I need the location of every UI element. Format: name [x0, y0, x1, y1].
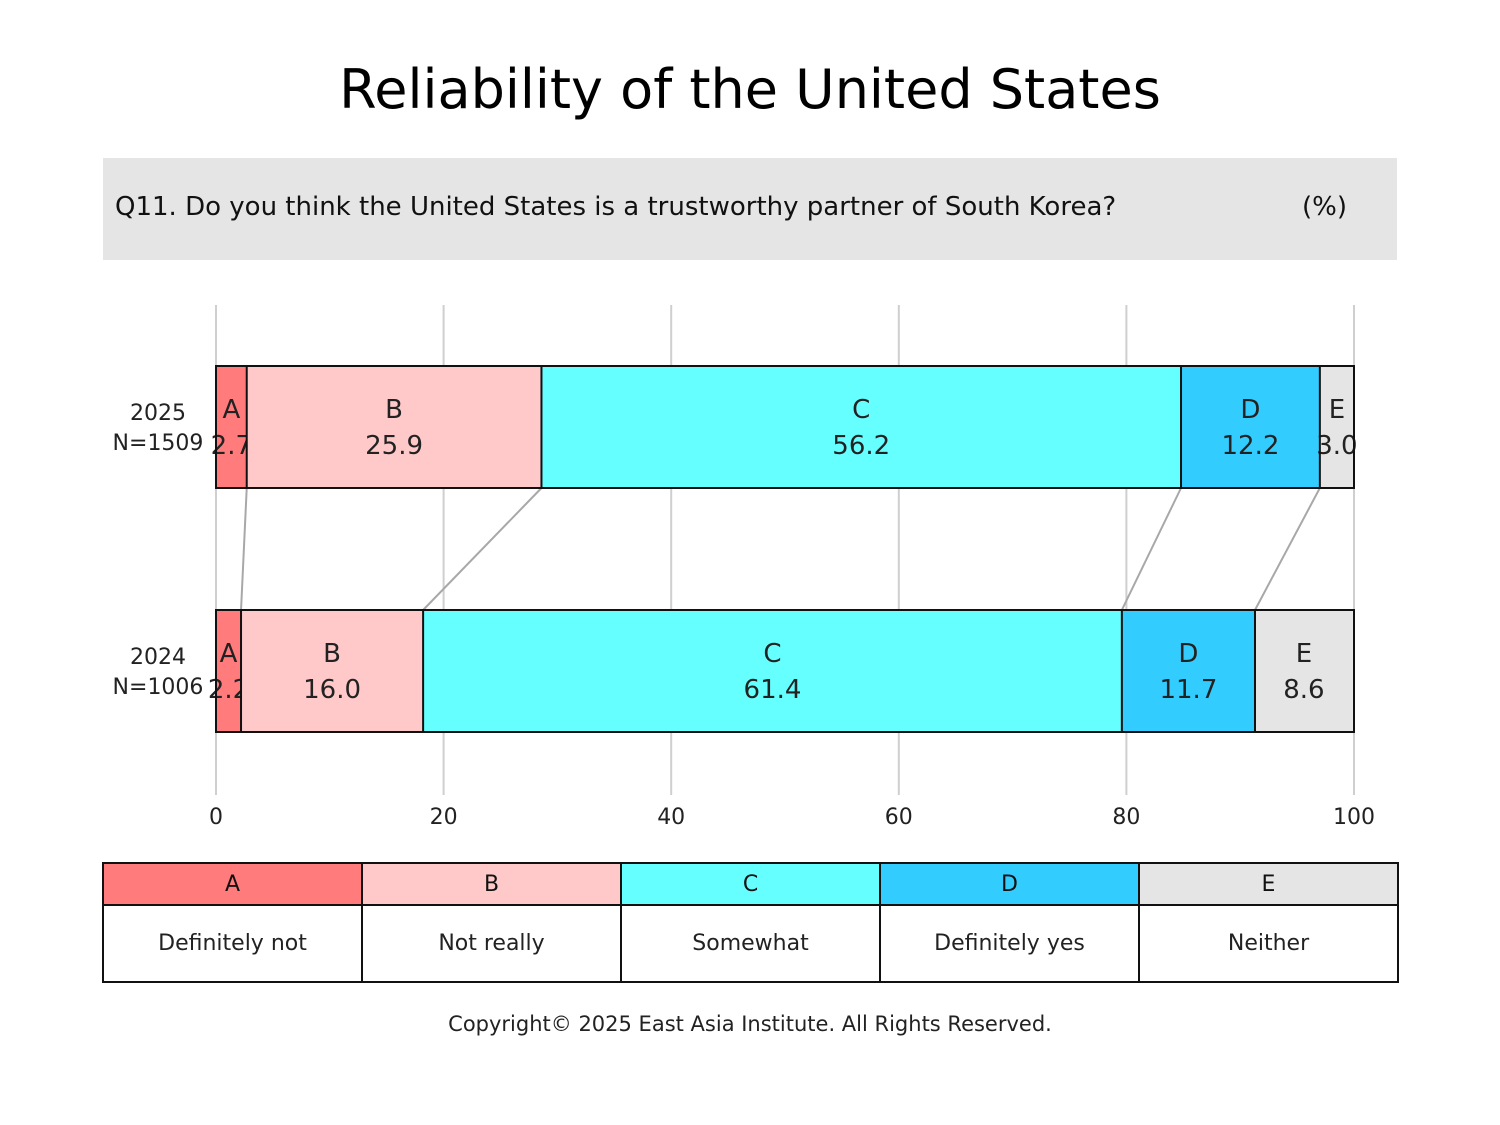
bar-segment-d: [1181, 366, 1320, 488]
segment-key-label: A: [220, 639, 238, 669]
connector-line: [240, 487, 248, 611]
segment-key-label: E: [1296, 639, 1312, 669]
data-label: 16.0: [303, 675, 361, 705]
segment-key-label: E: [1329, 395, 1345, 425]
bar-segment-e: [1254, 610, 1353, 732]
data-label: 61.4: [744, 675, 802, 705]
bar-segment-d: [1121, 610, 1255, 732]
segment-key-label: B: [323, 639, 341, 669]
segment-key-label: C: [763, 639, 781, 669]
x-tick-label: 0: [209, 805, 223, 830]
stacked-bar-chart: 0 20 40 60 80 100 A 2.7 B 25.9 C 56.2 D 12.2 E 3.0 2025 N…: [113, 305, 1375, 830]
legend-label-d: Definitely yes: [879, 904, 1140, 983]
bar-segment-e: [1319, 366, 1354, 488]
data-label: 25.9: [365, 431, 423, 461]
segment-key-label: D: [1240, 395, 1260, 425]
legend-label-b: Not really: [361, 904, 622, 983]
bar-segment-a: [216, 610, 242, 732]
bar-segment-c: [423, 610, 1122, 732]
segment-key-label: D: [1178, 639, 1198, 669]
connector-line: [1120, 487, 1182, 611]
legend-key-e: E: [1138, 862, 1399, 906]
bar-segment-b: [246, 366, 542, 488]
category-year-label: 2025: [130, 401, 186, 426]
data-label: 12.2: [1221, 431, 1279, 461]
bar-outline: [215, 365, 1355, 489]
question-text: Q11. Do you think the United States is a…: [115, 192, 1117, 222]
legend-label-row: Definitely not Not really Somewhat Definite…: [102, 904, 1399, 983]
copyright-notice: Copyright© 2025 East Asia Institute. All…: [448, 1012, 1052, 1036]
x-tick-label: 60: [885, 805, 913, 830]
category-n-label: N=1006: [113, 675, 204, 700]
data-label: 11.7: [1159, 675, 1217, 705]
bar-segment-b: [241, 610, 424, 732]
unit-label: (%): [1302, 192, 1347, 222]
segment-key-label: A: [222, 395, 240, 425]
legend-key-a: A: [102, 862, 363, 906]
legend-label-c: Somewhat: [620, 904, 881, 983]
x-tick-label: 20: [430, 805, 458, 830]
bar-segment-a: [216, 366, 247, 488]
connector-line: [422, 487, 543, 611]
segment-key-label: C: [852, 395, 870, 425]
connector-line: [1254, 487, 1321, 611]
data-label: 3.0: [1316, 431, 1357, 461]
legend-key-d: D: [879, 862, 1140, 906]
data-label: 8.6: [1283, 675, 1324, 705]
x-tick-label: 40: [657, 805, 685, 830]
question-box: Q11. Do you think the United States is a…: [103, 158, 1397, 260]
chart-title: Reliability of the United States: [339, 58, 1161, 121]
legend-label-e: Neither: [1138, 904, 1399, 983]
legend-key-b: B: [361, 862, 622, 906]
bar-segment-c: [541, 366, 1182, 488]
segment-key-label: B: [385, 395, 403, 425]
category-year-label: 2024: [130, 645, 186, 670]
x-tick-label: 100: [1333, 805, 1375, 830]
bar-outline: [215, 609, 1355, 733]
legend-key-c: C: [620, 862, 881, 906]
category-n-label: N=1509: [113, 431, 204, 456]
x-tick-label: 80: [1112, 805, 1140, 830]
legend-label-a: Definitely not: [102, 904, 363, 983]
data-label: 2.7: [211, 431, 252, 461]
data-label: 56.2: [832, 431, 890, 461]
